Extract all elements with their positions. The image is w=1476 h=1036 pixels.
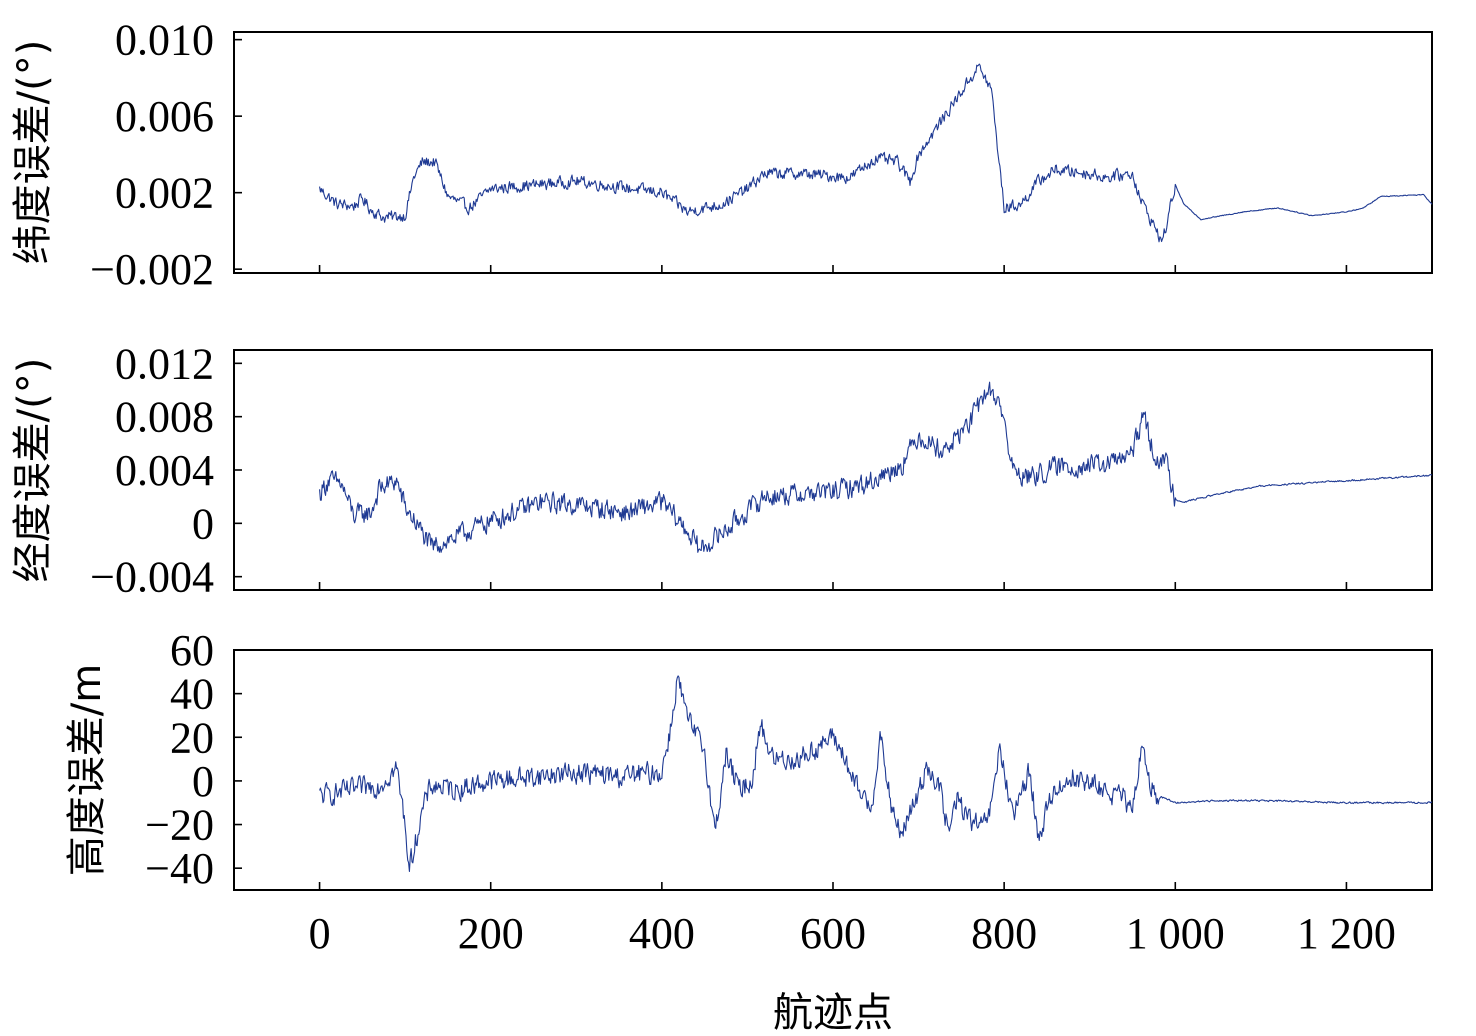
x-tick-label: 200 [458,909,524,958]
latitude-error-panel: −0.002 0.002 0.006 0.010 纬度误差/(°) [10,16,1433,294]
altitude-error-panel: 0 200 400 600 800 1 000 1 200−40−200204060高度误差… [64,626,1433,1036]
y-tick-label: 60 [170,626,214,675]
x-tick-label: 1 200 [1297,909,1396,958]
y-tick-label: −0.002 [90,245,214,294]
y-tick-label: 0 [192,757,214,806]
x-tick-label: 600 [800,909,866,958]
y-tick-label: 40 [170,670,214,719]
y-tick-label: 0.010 [115,16,214,65]
y-tick-label: 0.002 [115,169,214,218]
y-tick-label: 0.012 [115,339,214,388]
plot-frame [233,349,1433,591]
x-tick-label: 400 [629,909,695,958]
y-tick-label: −20 [145,801,214,850]
y-tick-label: −0.004 [90,553,214,602]
y-tick-label: 0.004 [115,446,214,495]
y-axis-label: 高度误差/m [64,664,110,876]
x-axis-label: 航迹点 [773,990,893,1036]
y-tick-label: 0.008 [115,393,214,442]
series-line [319,63,1433,243]
x-tick-label: 1 000 [1126,909,1225,958]
x-tick-label: 0 [309,909,331,958]
plot-frame [233,31,1433,274]
y-tick-label: −40 [145,844,214,893]
y-tick-label: 0 [192,499,214,548]
y-axis-label: 纬度误差/(°) [10,40,56,265]
y-axis-label: 经度误差/(°) [10,358,56,583]
y-tick-label: 0.006 [115,92,214,141]
y-tick-label: 20 [170,713,214,762]
series-line [319,381,1433,553]
series-line [319,675,1433,873]
x-tick-label: 800 [971,909,1037,958]
